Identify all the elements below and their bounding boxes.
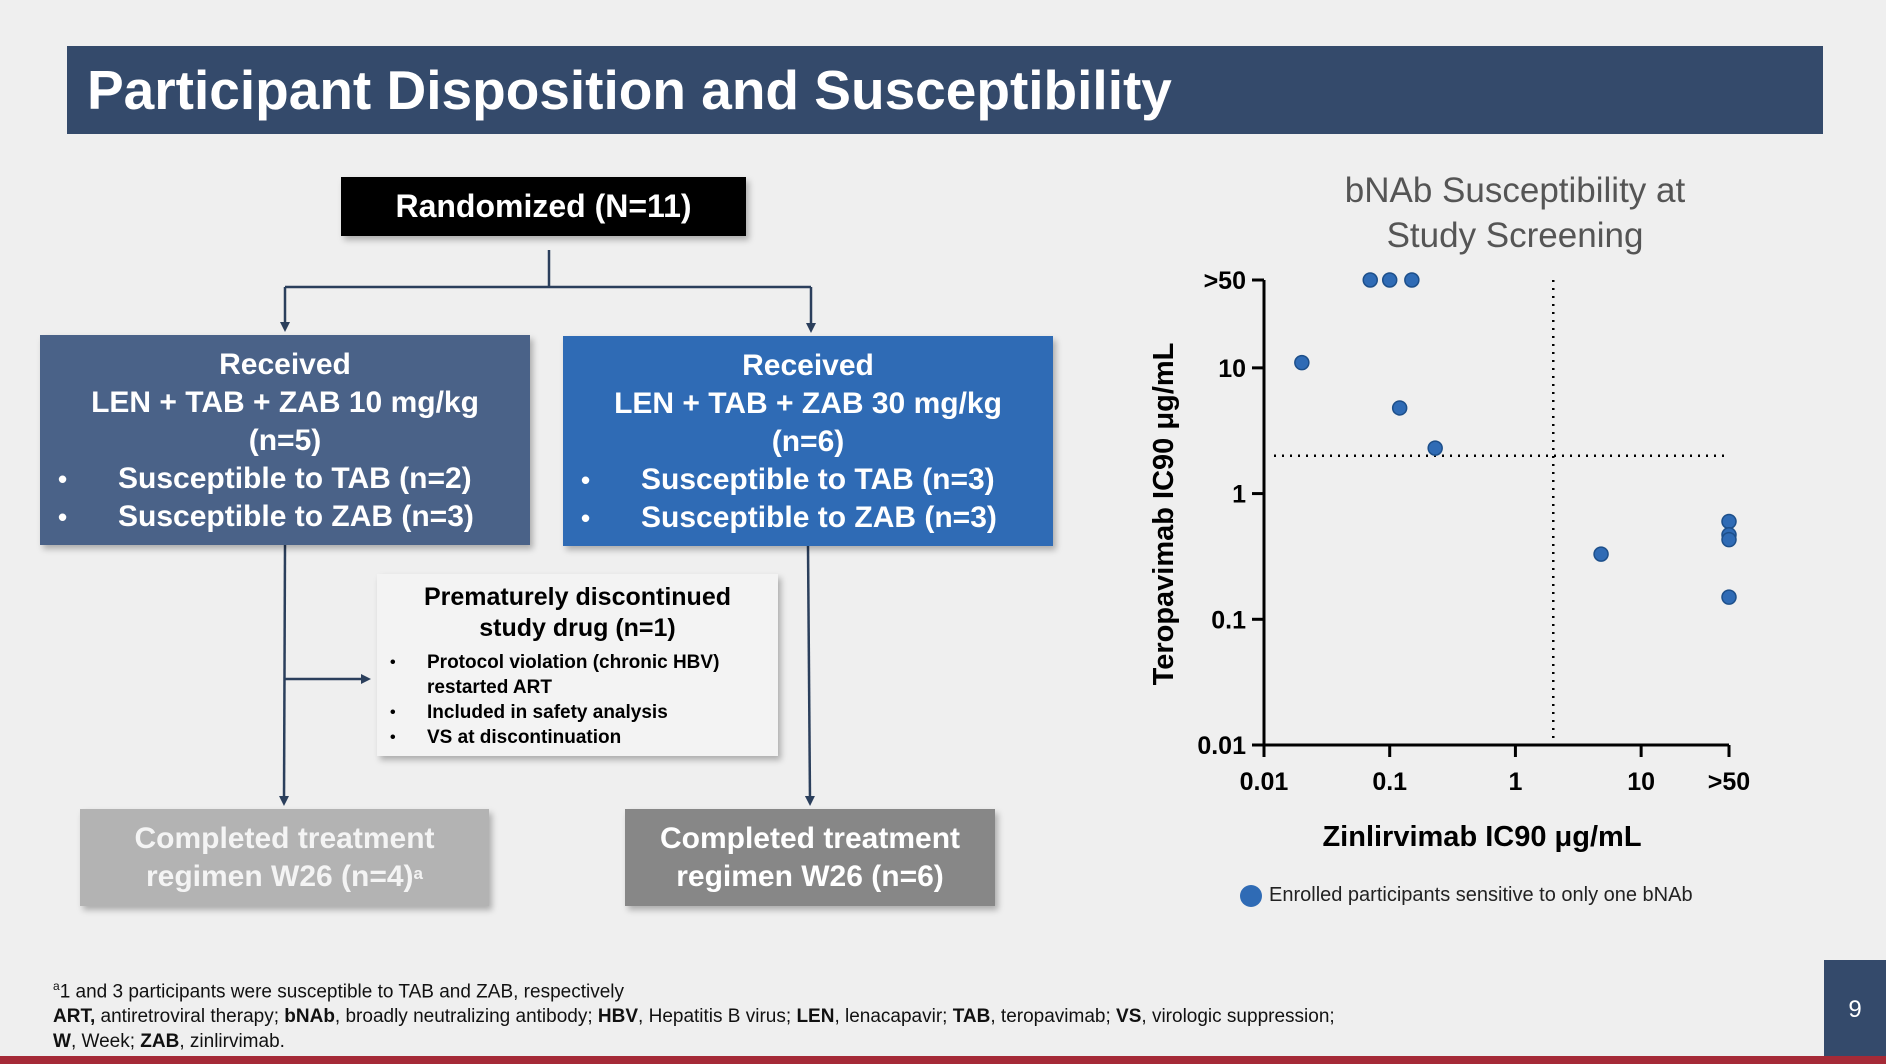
chart-legend: Enrolled participants sensitive to only … (1240, 884, 1693, 907)
y-tick-label: 10 (1218, 355, 1246, 383)
data-point (1721, 513, 1737, 530)
arm1-received: Received (219, 348, 351, 381)
discontinued-bullets: Protocol violation (chronic HBV) restart… (377, 650, 778, 750)
y-tick-label: 1 (1232, 481, 1246, 509)
completed-arm1-footnote-marker: a (413, 863, 424, 883)
data-point (1721, 531, 1737, 548)
x-axis-label: Zinlirvimab IC90 μg/mL (1322, 821, 1641, 853)
discontinued-bullet-protocol: Protocol violation (chronic HBV) restart… (377, 650, 778, 700)
abbr-def: , broadly neutralizing antibody; (334, 1006, 598, 1028)
arm1-regimen: LEN + TAB + ZAB 10 mg/kg (91, 386, 479, 419)
discontinued-bullet-vs: VS at discontinuation (377, 725, 778, 750)
threshold-lines (1274, 280, 1729, 745)
arm1-bullet-zab: Susceptible to ZAB (n=3) (40, 498, 530, 536)
abbr-def: , lenacapavir; (834, 1006, 953, 1028)
y-tick-label: >50 (1204, 267, 1246, 295)
abbr-term: ART, (53, 1006, 96, 1028)
abbr-term: LEN (796, 1006, 835, 1028)
data-point (1362, 272, 1378, 288)
page-number: 9 (1824, 960, 1886, 1060)
abbr-def: , zinlirvimab. (179, 1031, 285, 1053)
completed-arm1-line2: regimen W26 (n=4) (145, 859, 414, 893)
slide-title: Participant Disposition and Susceptibili… (87, 59, 1172, 121)
abbr-term: W (53, 1031, 71, 1053)
completed-arm1-box: Completed treatment regimen W26 (n=4)a (80, 809, 489, 906)
randomized-box: Randomized (N=11) (341, 177, 746, 236)
arm2-bullet-zab: Susceptible to ZAB (n=3) (563, 499, 1053, 537)
x-tick-label: 0.1 (1372, 768, 1407, 796)
x-tick-label: 10 (1627, 768, 1655, 796)
data-points (1294, 272, 1737, 605)
arm2-received: Received (742, 349, 874, 382)
abbr-def: , Hepatitis B virus; (638, 1006, 797, 1028)
legend-marker (1240, 884, 1262, 907)
completed-arm2-line1: Completed treatment (659, 821, 961, 855)
y-tick-label: 0.01 (1197, 732, 1246, 760)
bottom-stripe (0, 1056, 1886, 1064)
abbr-term: ZAB (140, 1031, 180, 1053)
abbr-term: VS (1116, 1006, 1142, 1028)
data-point (1294, 354, 1310, 371)
arm2-bullet-tab: Susceptible to TAB (n=3) (563, 461, 1053, 499)
arm2-bullets: Susceptible to TAB (n=3) Susceptible to … (563, 461, 1053, 537)
arm1-bullet-tab: Susceptible to TAB (n=2) (40, 460, 530, 498)
data-point (1404, 272, 1420, 288)
legend-label: Enrolled participants sensitive to only … (1269, 884, 1693, 906)
arm1-bullets: Susceptible to TAB (n=2) Susceptible to … (40, 460, 530, 536)
arm1-count: (n=5) (248, 424, 322, 457)
discontinued-bullet-protocol-line2: restarted ART (427, 677, 552, 698)
chart-axes: 0.01 0.01 0.1 0.1 1 1 10 10 >50 >50 (1197, 267, 1750, 796)
arm2-box: Received LEN + TAB + ZAB 30 mg/kg (n=6) … (563, 336, 1053, 546)
abbreviations-line2: W, Week; ZAB, zinlirvimab. (53, 1029, 1335, 1054)
footnote: a1 and 3 participants were susceptible t… (53, 974, 1335, 1054)
abbr-def: , Week; (70, 1031, 141, 1053)
data-point (1427, 440, 1443, 456)
discontinued-title-line1: Prematurely discontinued (423, 583, 732, 611)
discontinued-title: Prematurely discontinued study drug (n=1… (377, 582, 778, 644)
abbreviations-line1: ART, antiretroviral therapy; bNAb, broad… (53, 1004, 1335, 1029)
y-axis-label: Teropavimab IC90 μg/mL (1148, 343, 1180, 686)
arm1-box: Received LEN + TAB + ZAB 10 mg/kg (n=5) … (40, 335, 530, 545)
discontinued-title-line2: study drug (n=1) (479, 614, 676, 642)
arrow-arm2-to-completed (804, 545, 815, 806)
arm2-count: (n=6) (771, 425, 845, 458)
abbr-def: , virologic suppression; (1141, 1006, 1335, 1028)
data-point (1721, 589, 1737, 605)
data-point (1391, 400, 1408, 416)
abbr-term: HBV (597, 1006, 639, 1028)
footnote-text: 1 and 3 participants were susceptible to… (59, 981, 625, 1003)
discontinued-bullet-protocol-line1: Protocol violation (chronic HBV) (427, 652, 720, 673)
y-tick-label: 0.1 (1211, 606, 1246, 634)
randomized-label: Randomized (N=11) (395, 188, 692, 224)
chart-title: bNAb Susceptibility at Study Screening (1344, 171, 1686, 255)
data-point (1381, 272, 1398, 288)
completed-arm1-line1: Completed treatment (134, 821, 435, 855)
page-number-label: 9 (1848, 996, 1862, 1023)
footnote-marker: a (53, 979, 60, 993)
x-tick-label: 1 (1508, 768, 1522, 796)
discontinued-bullet-safety: Included in safety analysis (377, 700, 778, 725)
footnote-line1: a1 and 3 participants were susceptible t… (53, 974, 1335, 1004)
x-tick-label: 0.01 (1240, 768, 1289, 796)
arm2-regimen: LEN + TAB + ZAB 30 mg/kg (614, 387, 1002, 420)
abbr-term: TAB (952, 1006, 991, 1028)
x-tick-label: >50 (1708, 768, 1750, 796)
completed-arm2-line2: regimen W26 (n=6) (676, 859, 944, 893)
abbr-term: bNAb (284, 1006, 335, 1028)
data-point (1593, 546, 1609, 562)
discontinued-box: Prematurely discontinued study drug (n=1… (377, 574, 778, 756)
abbr-def: antiretroviral therapy; (95, 1006, 285, 1028)
completed-arm2-box: Completed treatment regimen W26 (n=6) (625, 809, 995, 906)
title-bar: Participant Disposition and Susceptibili… (67, 46, 1823, 134)
abbr-def: , teropavimab; (990, 1006, 1117, 1028)
arrow-arm1-to-completed (279, 544, 290, 806)
